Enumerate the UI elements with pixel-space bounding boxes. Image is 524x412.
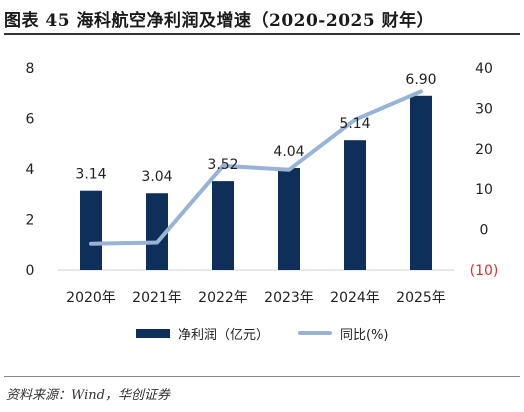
- chart-area: 0 2 4 6 8 (10) 0 10 20 30 40 3.14 3.04 3.52 4.04 5.14…: [0, 40, 524, 360]
- title-divider: [4, 33, 520, 35]
- source-note: 资料来源：Wind，华创证券: [6, 388, 170, 403]
- legend-bar-swatch: [136, 328, 170, 338]
- bar-value-label: 3.04: [141, 169, 172, 185]
- source-divider: [4, 376, 520, 377]
- left-axis: 0 2 4 6 8: [26, 61, 35, 279]
- chart-svg: 0 2 4 6 8 (10) 0 10 20 30 40 3.14 3.04 3.52 4.04 5.14…: [26, 61, 499, 306]
- right-tick-label: 10: [475, 182, 493, 198]
- chart-title: 图表 45 海科航空净利润及增速（2020-2025 财年）: [4, 11, 435, 31]
- bar-2022年: [212, 181, 234, 270]
- bar-2023年: [278, 167, 300, 270]
- legend-label-net-profit: 净利润（亿元）: [178, 327, 270, 343]
- left-tick-label: 8: [26, 61, 35, 77]
- title-bar: 图表 45 海科航空净利润及增速（2020-2025 财年）: [4, 4, 520, 34]
- legend-line-swatch: [298, 331, 332, 335]
- bar-2024年: [344, 140, 366, 270]
- x-tick-label: 2023年: [264, 290, 314, 306]
- bar-series: [80, 95, 432, 271]
- bar-2020年: [80, 190, 102, 270]
- right-axis: (10) 0 10 20 30 40: [470, 61, 499, 279]
- x-tick-label: 2021年: [132, 290, 182, 306]
- legend-item-net-profit: 净利润（亿元）: [136, 322, 269, 344]
- bar-value-label: 3.52: [207, 157, 238, 173]
- left-tick-label: 2: [26, 213, 35, 229]
- x-tick-label: 2025年: [396, 290, 446, 306]
- bar-data-labels: 3.14 3.04 3.52 4.04 5.14 6.90: [75, 72, 436, 185]
- x-tick-label: 2022年: [198, 290, 248, 306]
- legend: 净利润（亿元） 同比(%): [0, 322, 524, 344]
- bar-value-label: 3.14: [75, 167, 106, 183]
- right-tick-label: (10): [470, 263, 499, 279]
- right-tick-label: 30: [475, 101, 493, 117]
- legend-item-yoy: 同比(%): [298, 322, 389, 344]
- yoy-line: [89, 89, 423, 246]
- right-tick-label: 20: [475, 142, 493, 158]
- left-tick-label: 6: [26, 112, 35, 128]
- bar-value-label: 5.14: [339, 116, 370, 132]
- right-tick-label: 40: [475, 61, 493, 77]
- x-axis: 2020年 2021年 2022年 2023年 2024年 2025年: [66, 290, 446, 306]
- left-tick-label: 4: [26, 162, 35, 178]
- x-tick-label: 2020年: [66, 290, 116, 306]
- bar-value-label: 6.90: [405, 72, 436, 88]
- right-tick-label: 0: [480, 223, 489, 239]
- left-tick-label: 0: [26, 263, 35, 279]
- bar-2021年: [146, 193, 168, 270]
- x-tick-label: 2024年: [330, 290, 380, 306]
- bar-value-label: 4.04: [273, 144, 304, 160]
- legend-label-yoy: 同比(%): [340, 327, 389, 343]
- bar-2025年: [410, 95, 432, 271]
